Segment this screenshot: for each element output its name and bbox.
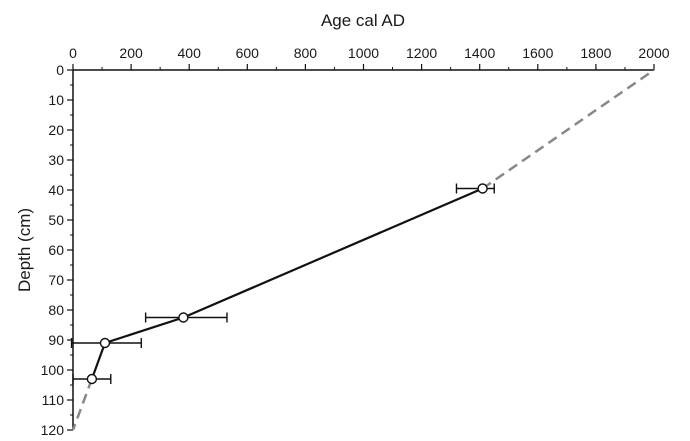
y-tick-label: 20 bbox=[48, 122, 64, 138]
x-tick-label: 400 bbox=[178, 45, 202, 61]
x-tick-label: 1800 bbox=[580, 45, 611, 61]
data-point-marker bbox=[99, 337, 111, 349]
y-tick-label: 50 bbox=[48, 212, 64, 228]
x-tick-label: 800 bbox=[294, 45, 318, 61]
axes: 0 200 400 600 800 1000 1200 1400 1600 1800 2000 0 10… bbox=[41, 45, 670, 438]
y-tick-label: 70 bbox=[48, 272, 64, 288]
y-tick-label: 80 bbox=[48, 302, 64, 318]
error-bars bbox=[70, 183, 495, 384]
dashed-extrapolation-line bbox=[481, 68, 655, 190]
data-point-marker bbox=[178, 312, 189, 323]
y-tick-label: 100 bbox=[41, 362, 65, 378]
y-tick-label: 30 bbox=[48, 152, 64, 168]
y-tick-label: 120 bbox=[41, 422, 65, 438]
x-tick-label: 1400 bbox=[464, 45, 495, 61]
dashed-extrapolation-lines bbox=[71, 68, 655, 431]
data-point-marker bbox=[477, 183, 488, 194]
x-tick-label: 600 bbox=[236, 45, 260, 61]
y-axis-title: Depth (cm) bbox=[15, 208, 34, 292]
x-axis-title: Age cal AD bbox=[321, 11, 405, 30]
y-tick-label: 90 bbox=[48, 332, 64, 348]
y-tick-label: 110 bbox=[42, 392, 65, 408]
dashed-extrapolation-line bbox=[71, 378, 94, 431]
data-point-marker bbox=[86, 373, 98, 385]
x-tick-label: 1000 bbox=[348, 45, 379, 61]
age-depth-line bbox=[90, 187, 484, 380]
x-tick-label: 0 bbox=[69, 45, 77, 61]
y-tick-label: 40 bbox=[48, 182, 64, 198]
x-tick-label: 2000 bbox=[638, 45, 669, 61]
y-tick-label: 10 bbox=[48, 92, 64, 108]
solid-age-depth-line bbox=[90, 187, 484, 380]
y-tick-label: 0 bbox=[56, 62, 64, 78]
data-points bbox=[86, 183, 488, 385]
x-tick-label: 200 bbox=[119, 45, 143, 61]
y-tick-label: 60 bbox=[48, 242, 64, 258]
x-tick-label: 1200 bbox=[406, 45, 437, 61]
x-tick-label: 1600 bbox=[522, 45, 553, 61]
